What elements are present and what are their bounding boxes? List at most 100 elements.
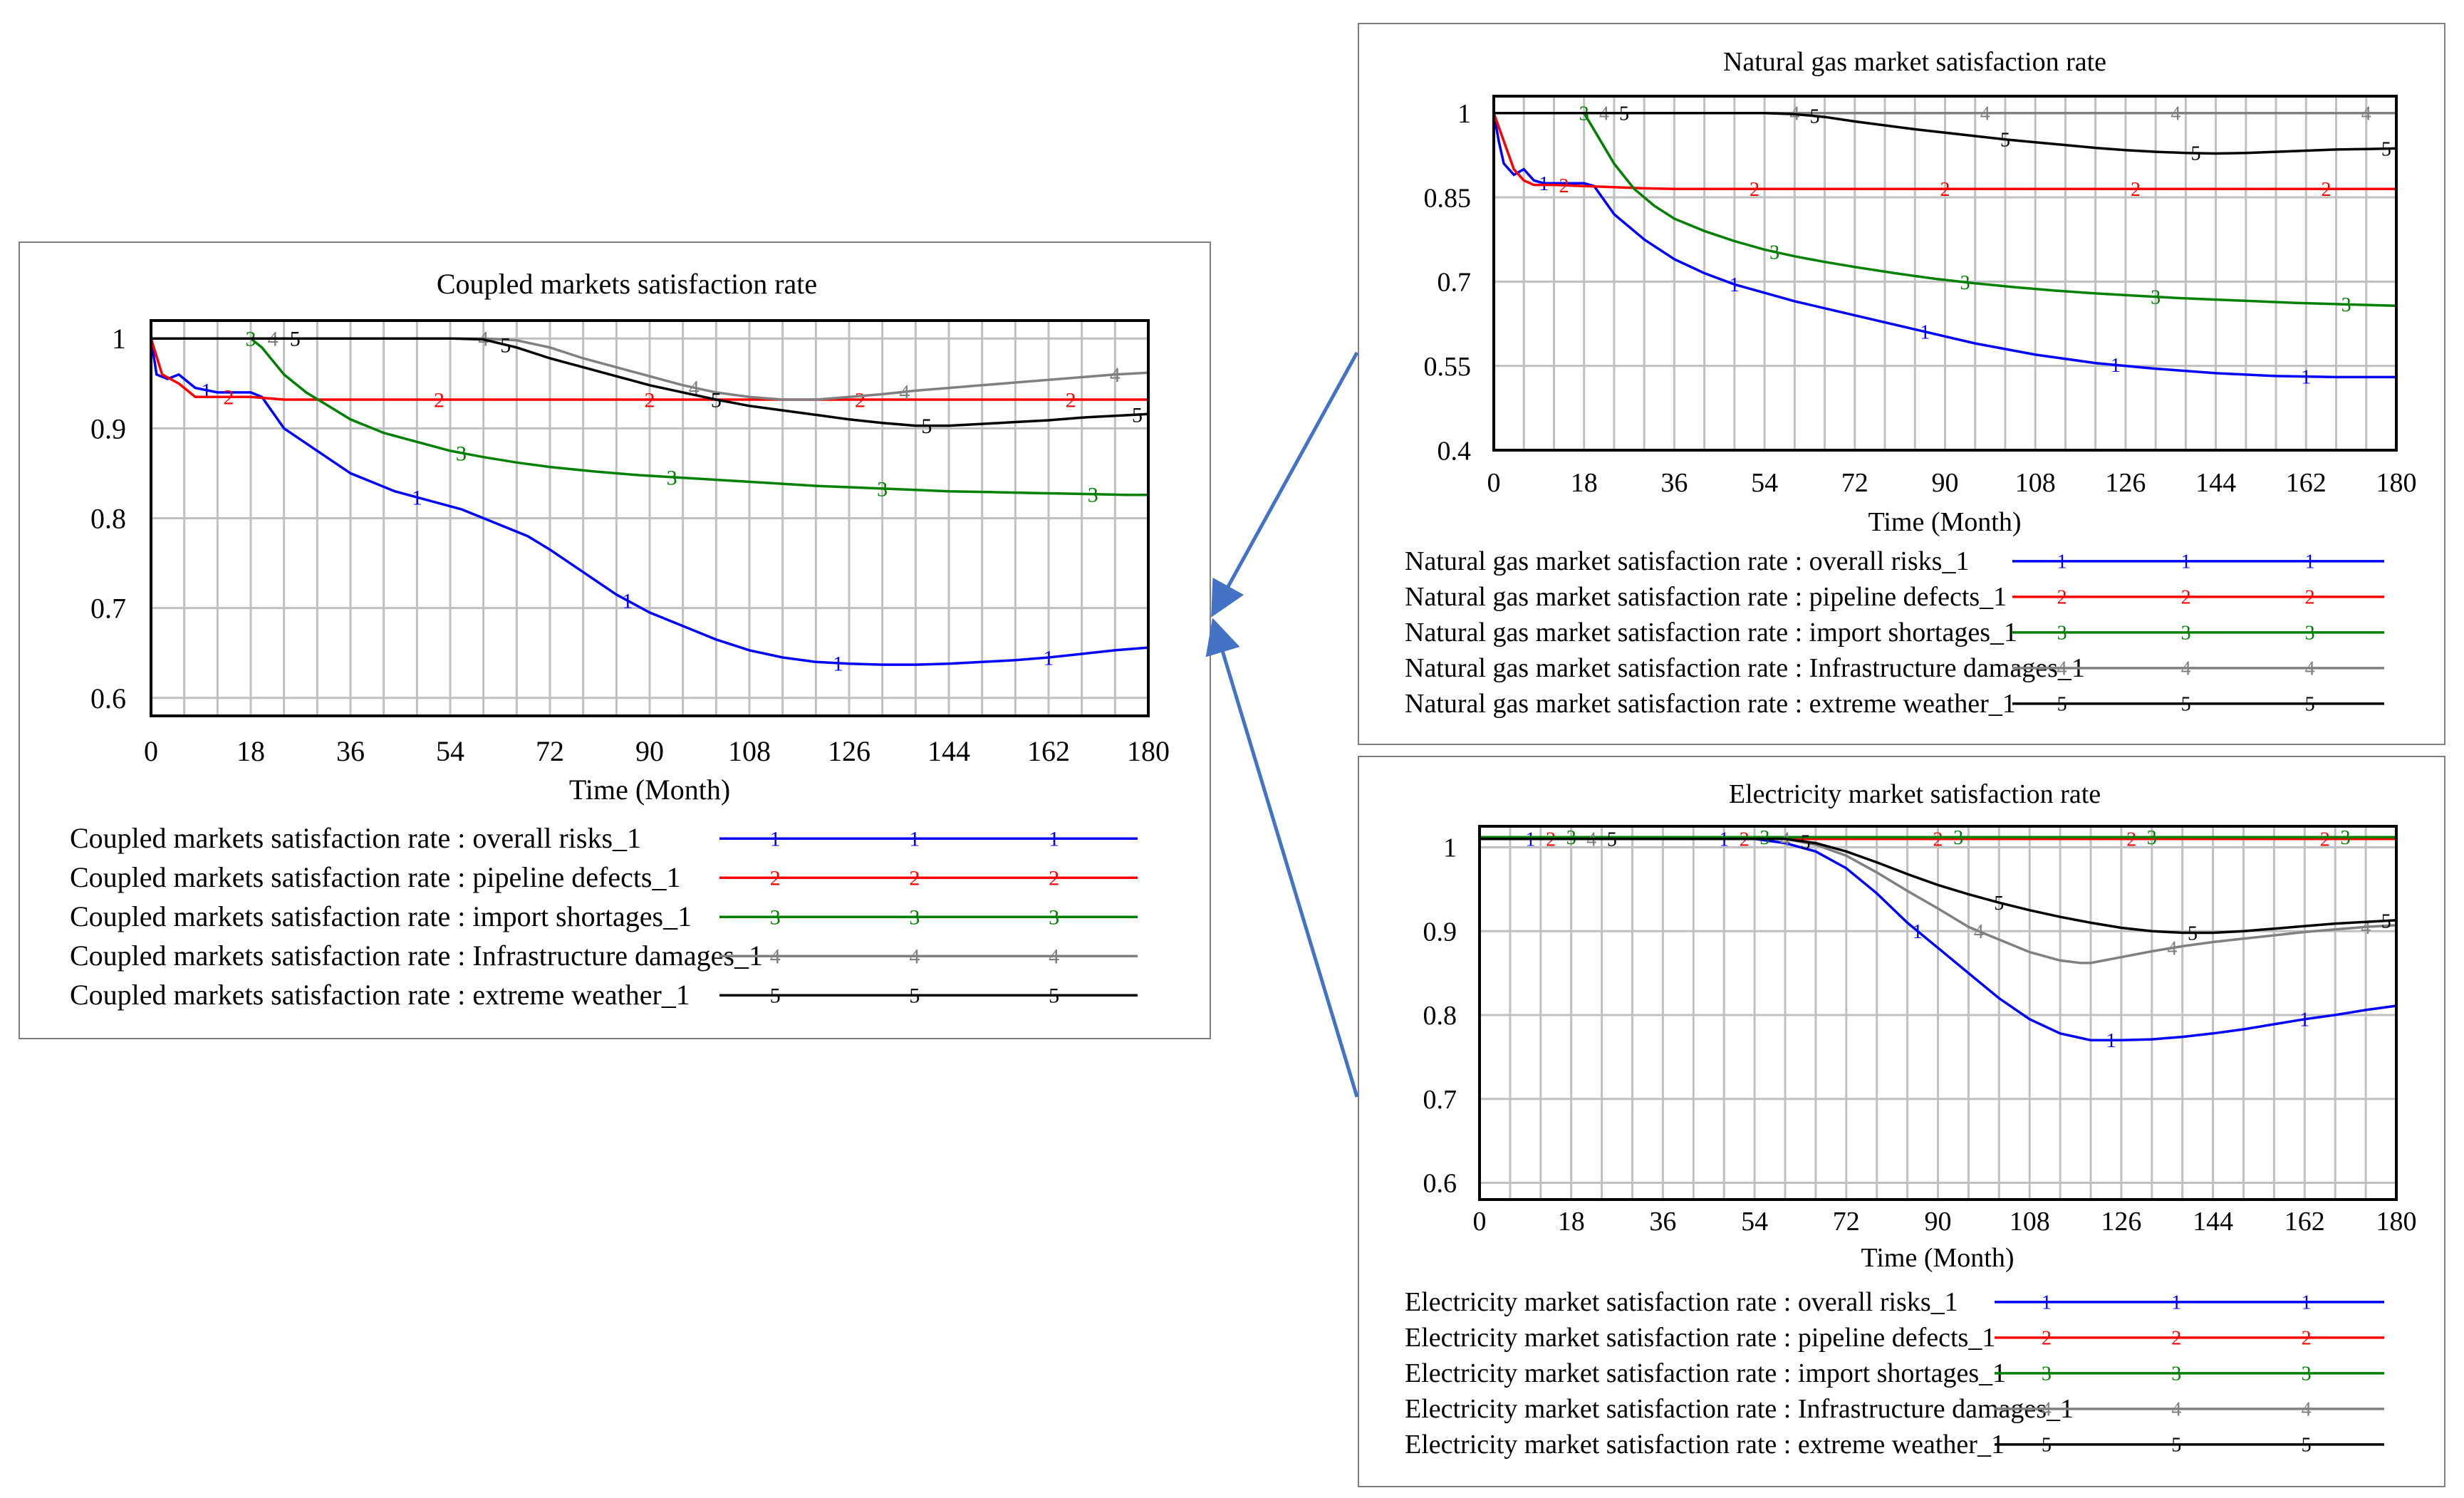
chart-elec-legend-marker: 5 [2302,1435,2312,1457]
chart-coupled-series-line-3 [151,337,1148,496]
chart-gas-legend-marker: 5 [2181,694,2191,716]
chart-gas-legend-marker: 1 [2305,551,2315,573]
chart-coupled-series-marker-3: 3 [1088,483,1098,506]
chart-coupled-series-marker-5: 5 [290,328,301,351]
chart-gas-series-marker-2: 2 [2131,179,2141,201]
chart-gas-ytick-label: 1 [1457,99,1471,129]
chart-coupled-legend-marker: 1 [770,828,781,851]
chart-coupled-ytick-label: 0.7 [90,593,126,625]
chart-gas-series-marker-2: 2 [1559,175,1569,197]
chart-gas-xtick-label: 180 [2376,468,2417,498]
chart-gas-legend-marker: 1 [2057,551,2067,573]
chart-elec-xtick-label: 72 [1833,1207,1860,1237]
chart-elec-series-marker-5: 5 [1607,828,1617,851]
chart-coupled-series-marker-2: 2 [645,389,655,412]
chart-elec-series-marker-5: 5 [1994,893,2004,915]
chart-coupled-legend-marker: 1 [909,828,920,851]
chart-elec-legend-marker: 2 [2302,1328,2312,1350]
chart-coupled-series-marker-2: 2 [855,389,865,412]
chart-gas-legend-label: Natural gas market satisfaction rate : o… [1405,546,1969,576]
chart-gas-legend-label: Natural gas market satisfaction rate : I… [1405,653,2085,683]
chart-elec-series-marker-5: 5 [1801,831,1811,853]
arrow-elec-to-coupled [1205,618,1359,1098]
chart-coupled-legend-label: Coupled markets satisfaction rate : pipe… [70,861,681,893]
chart-coupled-grid [151,321,1148,716]
chart-elec-legend-label: Electricity market satisfaction rate : I… [1405,1394,2074,1424]
chart-elec-series-marker-1: 1 [2299,1009,2309,1031]
chart-gas-legend-marker: 3 [2181,623,2191,645]
chart-gas-legend-marker: 4 [2057,658,2067,680]
chart-gas-series-marker-5: 5 [2381,138,2391,160]
chart-coupled-series-marker-2: 2 [1066,389,1076,412]
chart-gas-legend-marker: 3 [2057,623,2067,645]
chart-coupled-series-line-5 [151,337,1149,427]
chart-coupled-legend-marker: 5 [770,984,781,1008]
chart-elec-legend-label: Electricity market satisfaction rate : o… [1405,1287,1958,1317]
chart-elec-legend-marker: 4 [2042,1399,2052,1421]
chart-coupled-legend-marker: 3 [770,906,781,930]
chart-coupled-series-marker-3: 3 [877,477,888,501]
chart-elec-series-marker-4: 4 [2167,938,2177,960]
chart-elec-ytick-label: 0.9 [1423,917,1457,947]
chart-coupled-series-marker-4: 4 [1110,363,1121,387]
chart-gas-series-marker-3: 3 [2341,294,2351,316]
chart-coupled-legend-marker: 4 [770,945,781,969]
chart-elec-xtick-label: 180 [2376,1207,2417,1237]
chart-elec-legend-marker: 3 [2042,1363,2052,1385]
chart-elec-xtick-label: 126 [2101,1207,2141,1237]
chart-gas-legend-marker: 2 [2305,587,2315,609]
chart-gas-grid [1494,96,2396,450]
chart-elec-series-marker-4: 4 [1974,921,1984,943]
chart-coupled-legend-marker: 2 [770,867,781,890]
chart-gas-series-line-3 [1494,111,2397,308]
chart-coupled-legend-marker: 3 [909,906,920,930]
chart-elec-series-marker-5: 5 [2381,910,2391,932]
chart-coupled-ytick-label: 0.9 [90,412,126,444]
chart-coupled-legend-marker: 2 [909,867,920,890]
chart-elec-plot-border [1478,825,2398,1201]
chart-coupled-series-marker-1: 1 [833,652,843,676]
chart-gas-xtick-label: 72 [1841,468,1868,498]
chart-gas-legend-marker: 2 [2181,587,2191,609]
chart-coupled-series-marker-3: 3 [667,466,677,489]
chart-elec-legend-marker: 1 [2042,1292,2052,1314]
chart-elec-legend-marker: 1 [2171,1292,2181,1314]
chart-elec-title: Electricity market satisfaction rate [1729,779,2101,809]
chart-coupled-xtick-label: 72 [536,735,564,767]
chart-gas-xtick-label: 162 [2286,468,2327,498]
chart-elec-series-marker-1: 1 [1913,921,1923,943]
chart-elec-legend-label: Electricity market satisfaction rate : i… [1405,1358,2006,1388]
chart-gas-series-marker-5: 5 [2000,130,2010,152]
chart-elec-series-marker-3: 3 [2341,827,2351,849]
chart-elec-legend-marker: 3 [2302,1363,2312,1385]
chart-gas-xtick-label: 18 [1571,468,1598,498]
chart-elec-xtick-label: 162 [2284,1207,2325,1237]
chart-gas-legend-marker: 4 [2181,658,2191,680]
chart-gas-xtick-label: 144 [2195,468,2236,498]
chart-gas-series-line-5 [1494,111,2397,155]
chart-elec-series-line-1 [1480,837,2397,1042]
chart-gas-legend-label: Natural gas market satisfaction rate : i… [1405,618,2017,647]
chart-coupled-series-line-1 [150,338,1149,666]
chart-coupled-series-marker-1: 1 [201,379,212,402]
chart-coupled-legend-marker: 2 [1049,867,1059,890]
chart-gas-legend-marker: 5 [2057,694,2067,716]
chart-elec-ytick-label: 1 [1443,833,1457,863]
chart-coupled-legend-marker: 5 [1049,984,1059,1008]
chart-gas-xtick-label: 36 [1660,468,1688,498]
chart-coupled-xtick-label: 126 [828,735,870,767]
chart-elec-series-marker-5: 5 [2188,922,2198,945]
chart-gas-xtick-label: 108 [2015,468,2056,498]
chart-gas-xtick-label: 90 [1932,468,1959,498]
chart-gas-xtick-label: 54 [1751,468,1778,498]
chart-gas-ticks: 0 18 36 54 72 90 108 126 144 162 1800.40.550.70.85… [1424,99,2417,498]
chart-coupled-xtick-label: 144 [927,735,970,767]
chart-gas-series-marker-1: 1 [1920,321,1930,343]
chart-coupled-xtick-label: 36 [336,735,365,767]
chart-elec-xtick-label: 54 [1741,1207,1768,1237]
chart-coupled-legend: Coupled markets satisfaction rate : over… [70,822,1138,1011]
chart-coupled-legend-marker: 1 [1049,828,1059,851]
chart-gas-series-line-2 [1492,113,2396,190]
chart-elec-series-marker-3: 3 [2147,827,2157,849]
chart-gas-ytick-label: 0.55 [1424,352,1472,382]
